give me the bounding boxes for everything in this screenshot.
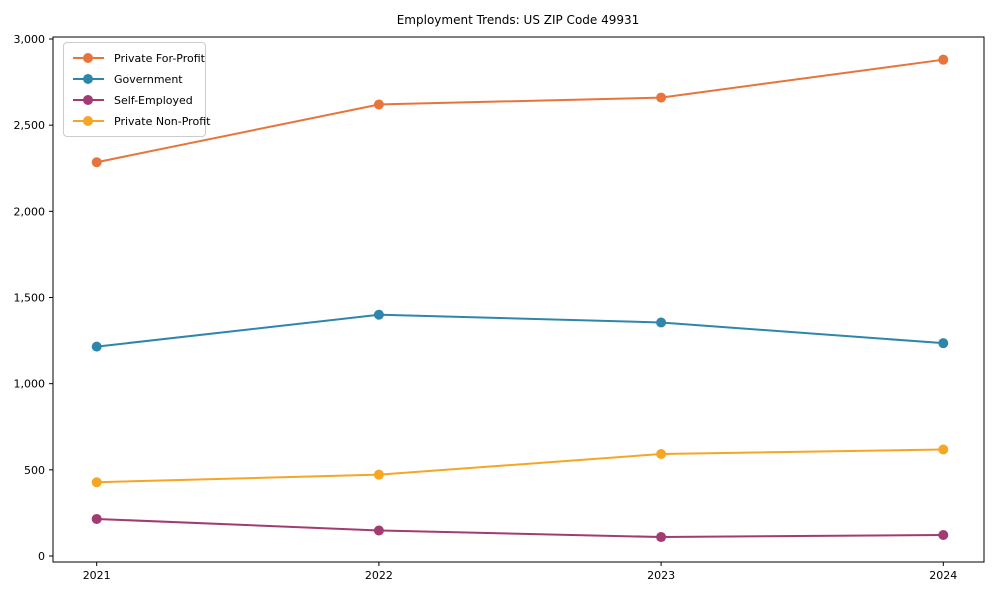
chart-title: Employment Trends: US ZIP Code 49931 <box>397 13 640 27</box>
y-tick-label: 1,500 <box>14 292 46 305</box>
legend-item: Private Non-Profit <box>73 113 210 129</box>
series-line <box>95 517 945 539</box>
data-point <box>938 338 949 349</box>
y-tick-label: 2,500 <box>14 119 46 132</box>
y-tick-label: 0 <box>38 550 45 563</box>
data-point <box>91 341 102 352</box>
legend-item: Self-Employed <box>73 92 196 108</box>
legend-label: Government <box>114 72 183 86</box>
y-tick-label: 3,000 <box>14 33 46 46</box>
legend-marker-icon <box>73 52 104 64</box>
data-point <box>656 317 667 328</box>
x-tick-label: 2023 <box>647 569 675 582</box>
data-point <box>938 444 949 455</box>
legend-item: Private For-Profit <box>73 50 205 66</box>
data-point <box>373 525 384 536</box>
series-line <box>95 58 945 164</box>
series-line <box>95 448 945 484</box>
data-point <box>938 529 949 540</box>
data-point <box>373 309 384 320</box>
data-point <box>656 532 667 543</box>
y-tick-label: 2,000 <box>14 205 46 218</box>
legend-label: Private For-Profit <box>114 51 205 65</box>
data-point <box>938 54 949 65</box>
data-point <box>91 157 102 168</box>
y-tick-label: 500 <box>24 464 45 477</box>
plot-border <box>52 36 985 563</box>
data-point <box>656 448 667 459</box>
y-tick-label: 1,000 <box>14 378 46 391</box>
data-point <box>656 92 667 103</box>
legend-label: Private Non-Profit <box>114 114 211 128</box>
legend-marker-icon <box>73 73 104 85</box>
legend: Private For-Profit Government Self-Emplo… <box>63 42 210 137</box>
data-point <box>91 513 102 524</box>
series-line <box>95 313 945 348</box>
data-point <box>91 477 102 488</box>
legend-marker-icon <box>73 115 104 127</box>
data-point <box>373 469 384 480</box>
x-tick-label: 2022 <box>365 569 393 582</box>
legend-label: Self-Employed <box>114 93 193 107</box>
x-tick-label: 2024 <box>929 569 957 582</box>
legend-marker-icon <box>73 94 104 106</box>
data-point <box>373 99 384 110</box>
x-tick-label: 2021 <box>83 569 111 582</box>
legend-item: Government <box>73 71 196 87</box>
